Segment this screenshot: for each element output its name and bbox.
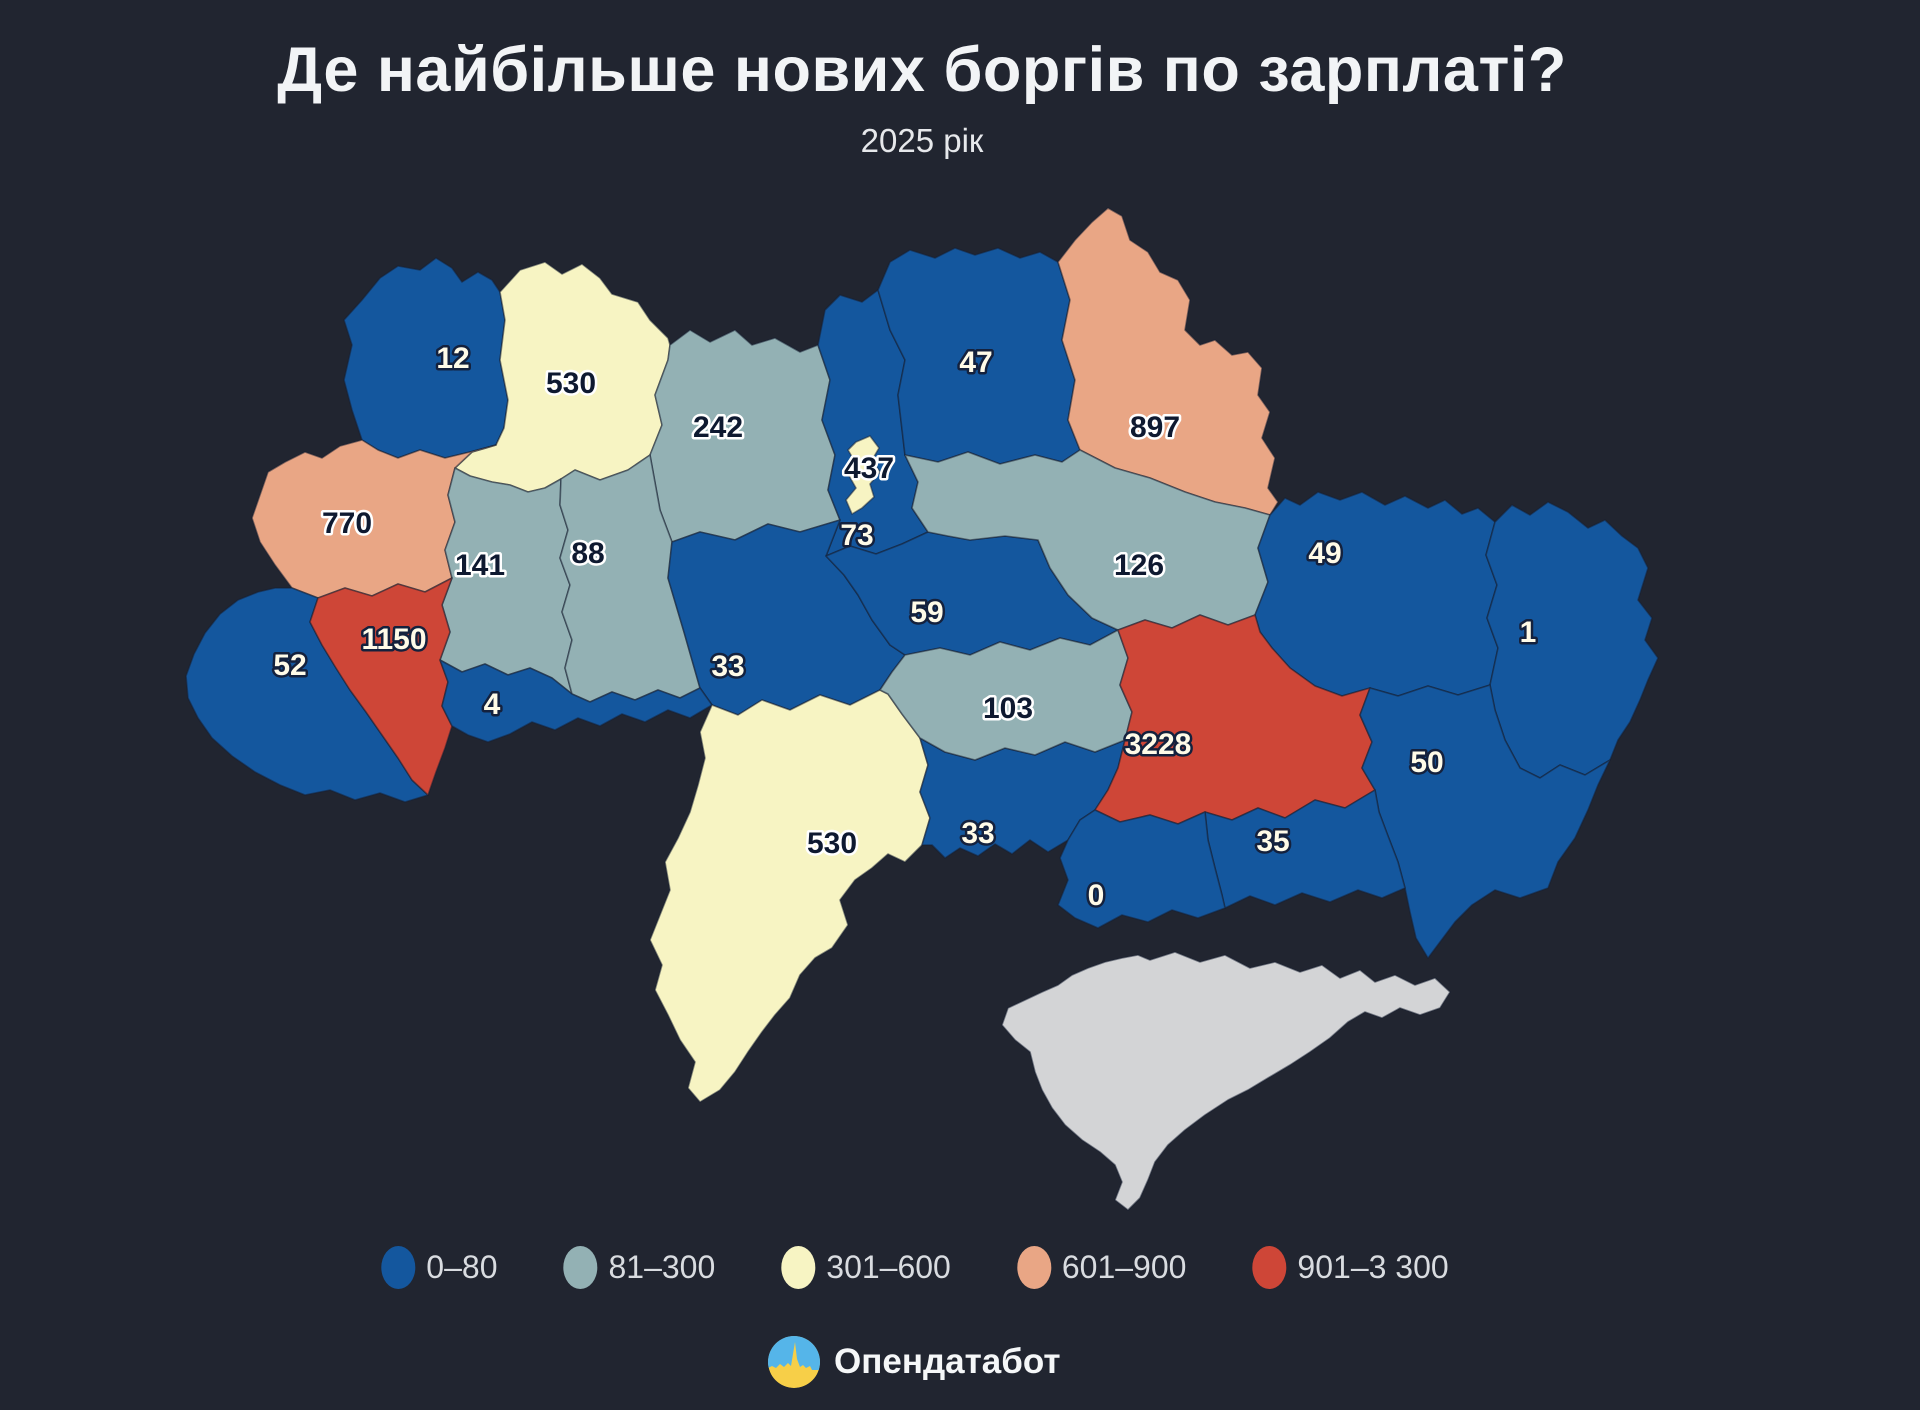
region-value-label-cherkasy: 59 (910, 596, 943, 629)
region-value-label-zakarpattia: 52 (273, 649, 306, 682)
region-kherson[interactable] (1057, 809, 1226, 929)
legend-item-4: 901–3 300 (1252, 1246, 1449, 1289)
region-value-label-donetsk: 50 (1410, 746, 1443, 779)
opendatabot-logo-icon (768, 1336, 820, 1388)
region-value-label-dnipro: 3228 (1125, 728, 1192, 761)
header: Де найбільше нових боргів по зарплаті? 2… (0, 34, 1844, 160)
region-value-label-kyiv: 73 (840, 519, 873, 552)
region-zhytomyr[interactable] (649, 329, 841, 543)
region-value-label-mykolaiv: 33 (961, 817, 994, 850)
legend-item-2: 301–600 (781, 1246, 951, 1289)
region-value-label-ivano-frankivsk: 1150 (361, 623, 426, 656)
legend-item-label: 81–300 (608, 1249, 716, 1285)
legend-item-label: 901–3 300 (1297, 1249, 1449, 1285)
legend-item-label: 601–900 (1061, 1249, 1187, 1285)
region-kirovohrad[interactable] (879, 629, 1133, 761)
region-value-label-khmelnytskyi: 88 (571, 537, 604, 570)
region-value-label-chernivtsi: 4 (484, 688, 501, 721)
brand-footer[interactable]: Опендатабот (768, 1336, 1061, 1388)
region-value-label-kherson: 0 (1088, 879, 1105, 912)
region-crimea[interactable] (1001, 951, 1451, 1211)
region-luhansk[interactable] (1485, 501, 1659, 779)
brand-name: Опендатабот (834, 1342, 1061, 1381)
region-chernivtsi[interactable] (439, 659, 713, 743)
legend-swatch-icon (781, 1246, 816, 1289)
region-value-label-kirovohrad: 103 (983, 692, 1033, 725)
region-value-label-rivne: 530 (546, 367, 596, 400)
region-value-label-ternopil: 141 (455, 549, 505, 582)
region-value-label-zhytomyr: 242 (693, 411, 743, 444)
region-value-label-lviv: 770 (322, 507, 372, 540)
legend-swatch-icon (1252, 1246, 1287, 1289)
legend-swatch-icon (381, 1246, 416, 1289)
region-value-label-poltava: 126 (1114, 549, 1164, 582)
region-value-label-vinnytsia: 33 (711, 650, 744, 683)
legend-swatch-icon (563, 1246, 598, 1289)
legend-item-3: 601–900 (1016, 1246, 1187, 1289)
legend-swatch-icon (1016, 1246, 1051, 1289)
region-value-label-odesa: 530 (807, 827, 857, 860)
region-kyiv-city[interactable] (845, 435, 881, 515)
region-value-label-chernihiv: 47 (959, 346, 992, 379)
legend: 0–80 81–300 301–600 601–900 901–3 300 (381, 1246, 1449, 1289)
region-value-label-luhansk: 1 (1520, 616, 1537, 649)
region-value-label-volyn: 12 (436, 342, 469, 375)
legend-item-label: 0–80 (426, 1249, 498, 1285)
region-value-label-kharkiv: 49 (1308, 537, 1341, 570)
page-subtitle: 2025 рік (860, 122, 984, 159)
legend-item-1: 81–300 (563, 1246, 715, 1289)
page-title: Де найбільше нових боргів по зарплаті? (277, 35, 1567, 105)
region-odesa[interactable] (649, 689, 931, 1103)
legend-item-0: 0–80 (381, 1246, 497, 1289)
region-ivano-frankivsk[interactable] (309, 577, 453, 796)
region-value-label-sumy: 897 (1130, 411, 1180, 444)
region-value-label-kyiv-city: 437 (844, 452, 894, 485)
region-value-label-zaporizhzhia: 35 (1256, 825, 1289, 858)
region-kharkiv[interactable] (1254, 491, 1499, 697)
region-volyn[interactable] (343, 257, 509, 459)
legend-item-label: 301–600 (826, 1249, 951, 1285)
